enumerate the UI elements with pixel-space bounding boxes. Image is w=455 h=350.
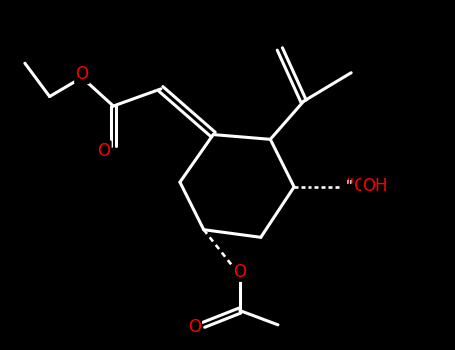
Text: O: O (97, 142, 110, 160)
Text: O: O (76, 65, 88, 83)
Text: '': '' (345, 179, 353, 193)
Text: O: O (233, 262, 246, 281)
Text: O: O (188, 318, 201, 336)
Text: ''OH: ''OH (345, 177, 380, 195)
Text: OH: OH (363, 177, 388, 195)
